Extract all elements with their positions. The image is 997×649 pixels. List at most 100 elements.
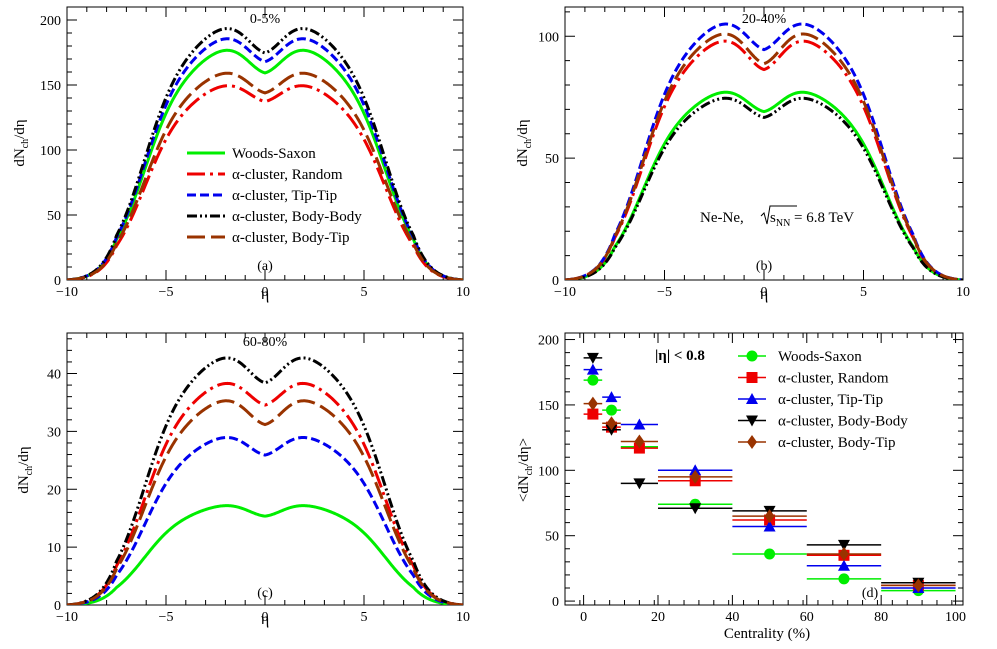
- legend-label-cluster-tip-tip: α-cluster, Tip-Tip: [232, 188, 337, 204]
- point-cluster-body-body: [605, 424, 618, 436]
- curve-cluster-random: [67, 84, 463, 280]
- x-tick-label: 100: [945, 610, 966, 625]
- panel-d-xlabel: Centrality (%): [724, 626, 810, 642]
- x-tick-label: −5: [657, 285, 672, 300]
- point-cluster-body-body: [586, 352, 599, 364]
- legend-marker-cluster-body-body: [746, 415, 758, 427]
- svg-text:dNch/dη: dNch/dη: [12, 119, 31, 166]
- panel-b-title: 20-40%: [742, 12, 787, 27]
- x-tick-label: −10: [56, 610, 78, 625]
- panel-d-annotation: |η| < 0.8: [655, 348, 705, 364]
- legend-marker-cluster-random: [746, 372, 758, 383]
- panel-d-legend: Woods-Saxon α-cluster, Random α-cluster, T…: [738, 349, 908, 451]
- point-cluster-body-tip: [587, 396, 598, 411]
- legend-marker-cluster-body-tip: [747, 435, 757, 449]
- y-tick-label: 10: [47, 541, 61, 556]
- curve-cluster-body-tip: [67, 71, 463, 280]
- point-cluster-body-tip: [606, 416, 617, 431]
- panel-d: 0 20 40 60 80 100 0 50 100 150 200 |η| < 0.8 (d) C…: [516, 332, 966, 642]
- curve-cluster-random: [565, 39, 963, 280]
- y-tick-label: 0: [54, 274, 61, 289]
- panel-c-frame: [66, 332, 464, 606]
- y-tick-label: 0: [552, 595, 559, 610]
- x-tick-label: 10: [956, 285, 970, 300]
- y-tick-label: 50: [545, 530, 559, 545]
- sqrt-sign: [760, 205, 797, 225]
- x-tick-label: 0: [262, 285, 269, 300]
- point-cluster-tip-tip: [689, 464, 702, 476]
- panel-b-ylabel: dNch/dη: [515, 119, 534, 166]
- point-cluster-body-tip: [690, 469, 701, 484]
- panel-c-xlabel: η: [261, 611, 269, 628]
- y-tick-label: 100: [40, 144, 61, 159]
- point-cluster-tip-tip: [605, 391, 618, 403]
- panel-b-curves: [565, 22, 963, 280]
- y-tick-label: 0: [54, 599, 61, 614]
- legend-label-cluster-body-tip: α-cluster, Body-Tip: [778, 435, 896, 451]
- point-woods-saxon: [587, 374, 599, 386]
- panel-a-label: (a): [257, 259, 273, 274]
- point-woods-saxon: [838, 573, 850, 585]
- legend-label-cluster-random: α-cluster, Random: [778, 371, 889, 387]
- y-tick-label: 150: [538, 399, 559, 414]
- x-tick-label: 60: [800, 610, 814, 625]
- panel-d-points: [583, 352, 956, 597]
- svg-text:dNch/dη: dNch/dη: [515, 119, 534, 166]
- point-cluster-body-tip: [913, 578, 924, 593]
- curve-cluster-body-body: [67, 356, 463, 605]
- point-cluster-body-tip: [764, 509, 775, 524]
- legend-marker-woods-saxon: [746, 350, 758, 362]
- x-tick-label: 0: [262, 610, 269, 625]
- panel-d-label: (d): [862, 586, 879, 601]
- point-woods-saxon: [764, 548, 776, 560]
- panel-a-xlabel: η: [261, 286, 269, 303]
- legend-label-woods-saxon: Woods-Saxon: [778, 349, 862, 365]
- svg-text:Ne-Ne,: Ne-Ne,: [700, 210, 744, 226]
- panel-c-curves: [67, 356, 463, 605]
- curve-cluster-body-tip: [67, 399, 463, 605]
- x-tick-label: 0: [761, 285, 768, 300]
- panel-b-xlabel: η: [760, 286, 768, 303]
- panel-d-ylabel: <dNch/dη>: [516, 438, 535, 502]
- y-tick-label: 100: [538, 30, 559, 45]
- x-tick-label: 10: [456, 285, 470, 300]
- point-cluster-tip-tip: [633, 418, 646, 430]
- panel-a-legend: Woods-Saxon α-cluster, Random α-cluster, T…: [187, 146, 362, 246]
- panel-c-title: 60-80%: [243, 335, 288, 350]
- x-tick-label: −10: [554, 285, 576, 300]
- y-tick-label: 200: [40, 14, 61, 29]
- x-tick-label: −5: [159, 285, 174, 300]
- svg-text:dNch/dη: dNch/dη: [16, 446, 35, 493]
- x-tick-label: 5: [361, 285, 368, 300]
- point-cluster-tip-tip: [837, 559, 850, 571]
- point-cluster-random: [587, 408, 599, 420]
- legend-label-woods-saxon: Woods-Saxon: [232, 146, 316, 162]
- panel-a-curves: [67, 27, 463, 280]
- y-tick-label: 200: [538, 334, 559, 349]
- y-tick-label: 150: [40, 79, 61, 94]
- legend-label-cluster-body-body: α-cluster, Body-Body: [232, 209, 362, 225]
- panel-c: −10 −5 0 5 10 0 10 20 30 40 60-80% (c) η dNch/dη: [16, 332, 470, 628]
- legend-label-cluster-body-tip: α-cluster, Body-Tip: [232, 230, 350, 246]
- x-tick-label: −10: [56, 285, 78, 300]
- curve-cluster-body-body: [565, 96, 963, 280]
- x-tick-label: −5: [159, 610, 174, 625]
- point-cluster-body-body: [633, 478, 646, 490]
- panel-c-ylabel: dNch/dη: [16, 446, 35, 493]
- curve-woods-saxon: [67, 504, 463, 605]
- x-tick-label: 5: [860, 285, 867, 300]
- y-tick-label: 50: [47, 209, 61, 224]
- point-cluster-body-body: [689, 503, 702, 515]
- x-tick-label: 10: [456, 610, 470, 625]
- x-tick-label: 20: [651, 610, 665, 625]
- legend-label-cluster-body-body: α-cluster, Body-Body: [778, 414, 908, 430]
- panel-c-ticks: −10 −5 0 5 10 0 10 20 30 40: [47, 333, 470, 625]
- svg-text:<dNch/dη>: <dNch/dη>: [516, 438, 535, 502]
- panel-c-label: (c): [257, 586, 273, 601]
- panel-a-title: 0-5%: [250, 12, 281, 27]
- point-cluster-body-tip: [634, 434, 645, 449]
